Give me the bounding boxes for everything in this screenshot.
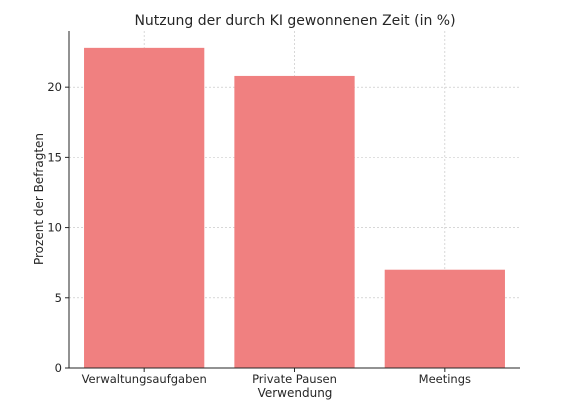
bar [384, 269, 505, 368]
y-ticks: 0 5 10 15 20 [47, 80, 69, 375]
x-tick-label: Private Pausen [252, 372, 337, 386]
y-tick-label: 0 [55, 361, 62, 375]
chart-title: Nutzung der durch KI gewonnenen Zeit (in… [134, 13, 455, 29]
y-axis-label: Prozent der Befragten [32, 133, 46, 265]
bars [84, 47, 505, 368]
y-tick-label: 15 [47, 150, 62, 164]
bar [234, 75, 355, 368]
x-axis-label: Verwendung [258, 386, 333, 400]
x-tick-label: Meetings [419, 372, 471, 386]
x-tick-label: Verwaltungsaufgaben [82, 372, 207, 386]
y-tick-label: 20 [47, 80, 62, 94]
x-ticks: Verwaltungsaufgaben Private Pausen Meeting… [82, 368, 471, 386]
bar [84, 47, 205, 368]
y-tick-label: 5 [55, 291, 62, 305]
y-tick-label: 10 [47, 221, 62, 235]
